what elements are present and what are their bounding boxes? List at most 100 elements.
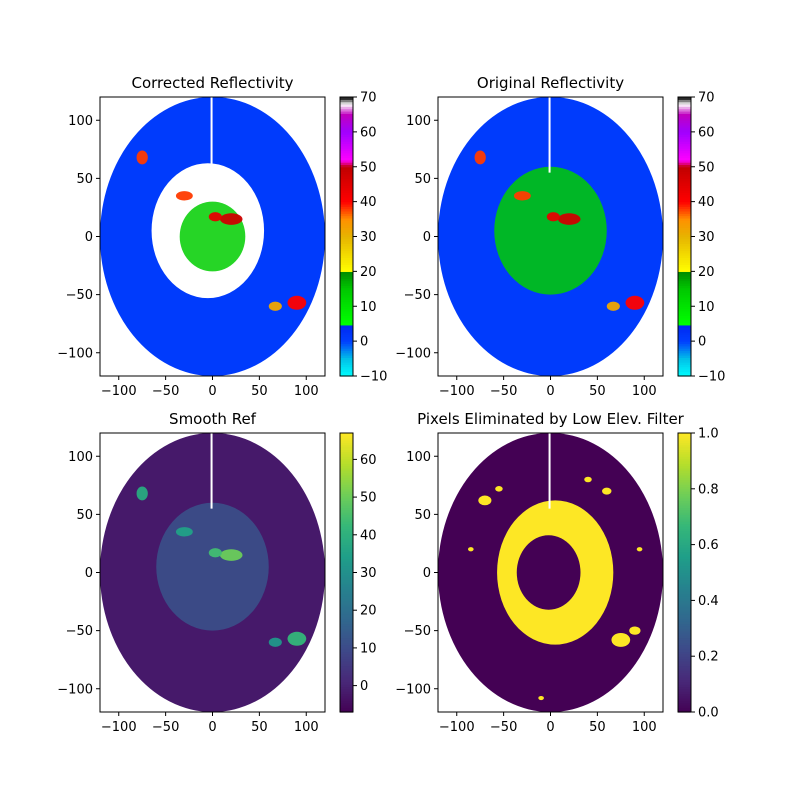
colorbar-segment xyxy=(678,292,691,296)
colorbar-segment xyxy=(678,456,691,460)
colorbar-segment xyxy=(678,369,691,372)
colorbar-segment xyxy=(340,621,353,625)
colorbar-segment xyxy=(678,695,691,699)
colorbar-segment xyxy=(678,236,691,240)
colorbar-segment xyxy=(340,294,353,298)
colorbar-segment xyxy=(678,667,691,671)
colorbar-segment xyxy=(340,143,353,147)
colorbar-segment xyxy=(340,442,353,446)
colorbar-segment xyxy=(678,707,691,711)
colorbar-segment xyxy=(340,625,353,629)
colorbar-segment xyxy=(340,117,353,121)
colorbar-segment xyxy=(340,493,353,497)
colorbar-segment xyxy=(340,607,353,611)
colorbar-segment xyxy=(678,208,691,212)
colorbar-tick-label: 20 xyxy=(360,265,377,280)
colorbar-tick-label: 40 xyxy=(360,195,377,210)
colorbar-segment xyxy=(678,185,691,189)
colorbar-segment xyxy=(678,521,691,525)
colorbar-segment xyxy=(340,635,353,639)
x-tick-label: −50 xyxy=(490,384,517,399)
colorbar-segment xyxy=(678,639,691,643)
colorbar-segment xyxy=(678,336,691,340)
colorbar-segment xyxy=(340,619,353,622)
colorbar-segment xyxy=(340,292,353,296)
colorbar-segment xyxy=(340,609,353,613)
colorbar-segment xyxy=(340,299,353,303)
colorbar-segment xyxy=(340,623,353,627)
colorbar-segment xyxy=(340,560,353,564)
colorbar-segment xyxy=(340,665,353,669)
colorbar-segment xyxy=(340,301,353,305)
echo-feature xyxy=(268,301,282,311)
colorbar-tick-label: 10 xyxy=(360,300,377,315)
colorbar-segment xyxy=(340,679,353,683)
colorbar-segment xyxy=(678,502,691,506)
colorbar-segment xyxy=(678,127,691,131)
colorbar-segment xyxy=(678,449,691,453)
colorbar-segment xyxy=(340,505,353,508)
colorbar-segment xyxy=(340,605,353,608)
y-tick-label: −50 xyxy=(404,288,431,303)
y-tick-label: −50 xyxy=(66,288,93,303)
colorbar-segment xyxy=(340,373,353,377)
colorbar-segment xyxy=(340,315,353,319)
colorbar-segment xyxy=(340,238,353,242)
colorbar-tick-label: 60 xyxy=(698,125,715,140)
colorbar-segment xyxy=(340,148,353,152)
colorbar-segment xyxy=(340,157,353,161)
colorbar-segment xyxy=(678,348,691,352)
colorbar-segment xyxy=(678,329,691,333)
colorbar-segment xyxy=(678,686,691,690)
colorbar-segment xyxy=(340,257,353,261)
colorbar-segment xyxy=(678,584,691,588)
colorbar-segment xyxy=(340,495,353,499)
x-tick-label: −50 xyxy=(152,720,179,735)
colorbar-segment xyxy=(678,612,691,615)
colorbar-segment xyxy=(678,621,691,625)
colorbar-segment xyxy=(340,285,353,289)
colorbar-tick-label: 10 xyxy=(360,641,377,656)
colorbar-segment xyxy=(340,470,353,474)
colorbar-segment xyxy=(678,192,691,196)
colorbar-segment xyxy=(340,653,353,657)
colorbar-segment xyxy=(678,248,691,252)
colorbar-segment xyxy=(678,306,691,310)
colorbar-segment xyxy=(678,231,691,235)
colorbar-segment xyxy=(340,217,353,221)
echo-feature xyxy=(136,486,148,501)
colorbar-segment xyxy=(678,570,691,574)
colorbar-segment xyxy=(340,241,353,245)
colorbar-segment xyxy=(340,595,353,599)
colorbar-segment xyxy=(678,320,691,324)
colorbar-segment xyxy=(340,584,353,588)
colorbar-segment xyxy=(678,637,691,641)
colorbar-segment xyxy=(340,324,353,328)
colorbar-segment xyxy=(340,322,353,326)
colorbar-segment xyxy=(678,278,691,282)
echo-feature xyxy=(625,295,645,310)
colorbar-segment xyxy=(340,463,353,467)
colorbar-segment xyxy=(340,357,353,361)
colorbar-segment xyxy=(340,243,353,247)
colorbar-segment xyxy=(340,691,353,694)
panel-title: Pixels Eliminated by Low Elev. Filter xyxy=(417,410,685,428)
y-tick-label: −50 xyxy=(66,624,93,639)
colorbar-tick-label: 0.8 xyxy=(698,482,719,497)
colorbar-segment xyxy=(340,329,353,333)
colorbar-tick-label: 0.0 xyxy=(698,706,719,721)
y-tick-label: 100 xyxy=(406,114,431,129)
colorbar-segment xyxy=(678,600,691,604)
colorbar-segment xyxy=(678,465,691,469)
colorbar-segment xyxy=(340,173,353,177)
colorbar-segment xyxy=(678,684,691,688)
colorbar-segment xyxy=(340,693,353,697)
colorbar-segment xyxy=(678,285,691,289)
echo-feature xyxy=(220,549,243,561)
colorbar-segment xyxy=(340,134,353,138)
colorbar-segment xyxy=(340,266,353,270)
x-tick-label: 0 xyxy=(208,384,216,399)
colorbar-segment xyxy=(340,255,353,259)
colorbar-segment xyxy=(340,352,353,356)
colorbar-segment xyxy=(678,556,691,560)
